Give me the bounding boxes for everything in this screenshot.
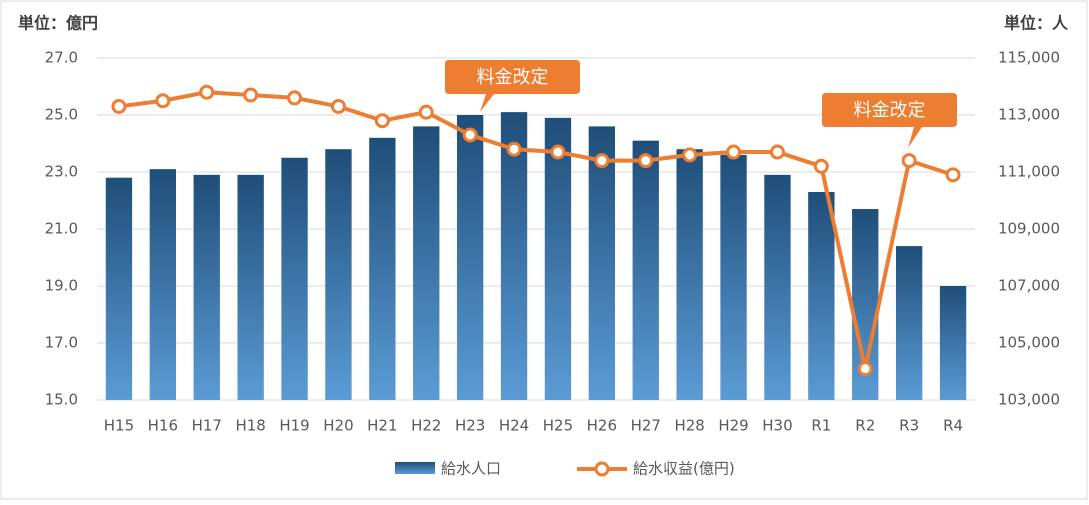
line-marker xyxy=(374,113,390,129)
x-tick-label: R3 xyxy=(899,417,919,435)
y2-tick-label: 111,000 xyxy=(998,163,1060,181)
line-marker xyxy=(901,153,917,169)
bar xyxy=(369,137,396,401)
x-tick-label: H20 xyxy=(323,417,353,435)
x-tick-label: H15 xyxy=(104,417,134,435)
x-tick-label: H16 xyxy=(148,417,178,435)
legend-label: 給水人口 xyxy=(441,460,501,478)
x-tick-label: H30 xyxy=(762,417,792,435)
y-tick-label: 15.0 xyxy=(45,391,78,409)
y-tick-label: 23.0 xyxy=(45,163,78,181)
line-marker xyxy=(287,90,303,106)
legend-label: 給水収益(億円) xyxy=(633,460,735,478)
x-tick-label: R4 xyxy=(943,417,963,435)
bar xyxy=(149,169,177,400)
x-tick-label: H29 xyxy=(718,417,748,435)
bar xyxy=(676,149,703,400)
bar xyxy=(500,112,528,401)
bar xyxy=(895,246,923,400)
bar xyxy=(808,191,835,400)
line-marker xyxy=(682,147,698,163)
callout-text: 料金改定 xyxy=(477,67,549,88)
x-tick-label: H28 xyxy=(674,417,704,435)
y-tick-label: 19.0 xyxy=(45,277,78,295)
bar xyxy=(325,149,352,400)
y2-tick-label: 105,000 xyxy=(998,334,1060,352)
x-tick-label: H27 xyxy=(631,417,661,435)
y-tick-label: 25.0 xyxy=(45,106,78,124)
bar xyxy=(720,154,747,400)
bar xyxy=(544,117,572,400)
bar xyxy=(939,286,967,400)
legend-swatch xyxy=(395,462,435,474)
callout-box xyxy=(822,93,957,148)
line-marker xyxy=(813,158,829,174)
y2-tick-label: 115,000 xyxy=(998,49,1060,67)
line-marker xyxy=(550,144,566,160)
line-marker xyxy=(199,84,215,100)
legend-swatch xyxy=(594,461,610,477)
line-marker xyxy=(243,87,259,103)
bar xyxy=(237,174,264,400)
line-marker xyxy=(155,93,171,109)
line-marker xyxy=(638,153,654,169)
x-tick-label: H24 xyxy=(499,417,529,435)
x-tick-label: H17 xyxy=(192,417,222,435)
bar xyxy=(456,115,484,400)
x-tick-label: H23 xyxy=(455,417,485,435)
y2-unit: 単位：人 xyxy=(1004,14,1069,33)
line-marker xyxy=(111,98,127,114)
bar xyxy=(588,126,616,401)
x-tick-label: H26 xyxy=(587,417,617,435)
x-tick-label: H19 xyxy=(279,417,309,435)
x-tick-label: R1 xyxy=(811,417,831,435)
y-unit: 単位：億円 xyxy=(18,14,98,33)
line-marker xyxy=(726,144,742,160)
callout-text: 料金改定 xyxy=(854,100,926,121)
x-tick-label: H25 xyxy=(543,417,573,435)
line-marker xyxy=(506,141,522,157)
line-marker xyxy=(857,361,873,377)
bar xyxy=(105,177,133,400)
x-tick-label: H22 xyxy=(411,417,441,435)
x-tick-label: H21 xyxy=(367,417,397,435)
line-marker xyxy=(462,127,478,143)
x-tick-label: R2 xyxy=(855,417,875,435)
bar xyxy=(632,140,659,400)
callout-box xyxy=(445,60,580,112)
bar xyxy=(413,126,440,401)
line-marker xyxy=(769,144,785,160)
line-marker xyxy=(945,167,961,183)
x-tick-label: H18 xyxy=(235,417,265,435)
y2-tick-label: 103,000 xyxy=(998,391,1060,409)
line-marker xyxy=(418,104,434,120)
y-tick-label: 27.0 xyxy=(45,49,78,67)
y2-tick-label: 113,000 xyxy=(998,106,1060,124)
bar xyxy=(193,174,220,400)
bar xyxy=(764,174,791,400)
y2-tick-label: 109,000 xyxy=(998,220,1060,238)
bar xyxy=(281,157,308,400)
y-tick-label: 17.0 xyxy=(45,334,78,352)
y-tick-label: 21.0 xyxy=(45,220,78,238)
y2-tick-label: 107,000 xyxy=(998,277,1060,295)
line-marker xyxy=(594,153,610,169)
line-marker xyxy=(330,98,346,114)
